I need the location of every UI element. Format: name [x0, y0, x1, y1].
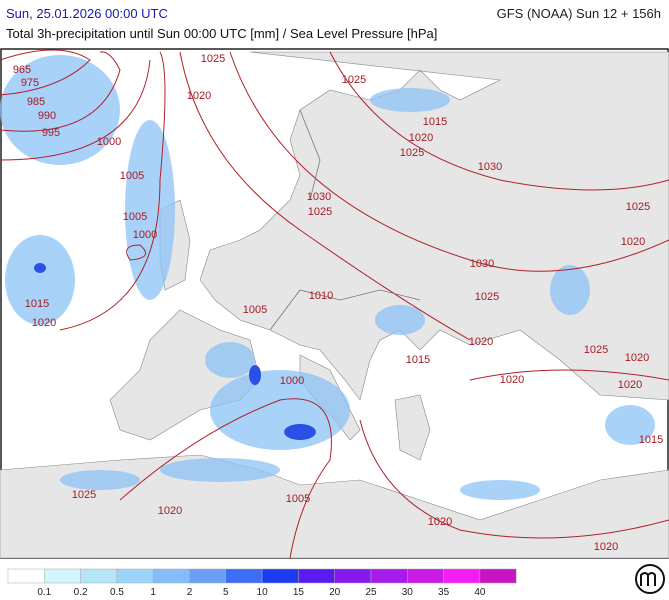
legend-swatch	[261, 568, 299, 584]
legend: 0.1 0.2 0.5 1 2 5 10 15 20 25 30 35 40	[7, 568, 517, 598]
legend-swatch	[7, 568, 45, 584]
isobar-label: 1020	[621, 236, 645, 248]
isobar-label: 1015	[25, 298, 49, 310]
isobar-label: 1015	[639, 434, 663, 446]
land	[0, 51, 669, 559]
isobar-label: 1000	[97, 136, 121, 148]
isobar-label: 1025	[626, 201, 650, 213]
isobar-label: 1025	[400, 147, 424, 159]
legend-swatch	[407, 568, 444, 584]
legend-label: 15	[293, 587, 305, 598]
legend-label: 0.2	[74, 587, 88, 598]
legend-swatch	[44, 568, 81, 584]
legend-swatch	[479, 568, 517, 584]
legend-label: 0.5	[110, 587, 124, 598]
legend-label: 10	[257, 587, 269, 598]
run-date: Sun, 25.01.2026 00:00 UTC	[6, 6, 168, 21]
legend-swatch	[443, 568, 481, 584]
header: Sun, 25.01.2026 00:00 UTC GFS (NOAA) Sun…	[0, 0, 669, 48]
isobar-label: 1005	[120, 170, 144, 182]
isobar-label: 1020	[594, 541, 618, 553]
isobar-label: 990	[38, 110, 56, 122]
isobar-label: 965	[13, 64, 31, 76]
legend-swatch	[80, 568, 118, 584]
isobar-label: 1025	[584, 344, 608, 356]
isobar-label: 1025	[342, 74, 366, 86]
isobar-label: 1005	[243, 304, 267, 316]
isobar-label: 1020	[428, 516, 452, 528]
isobar-label: 1020	[409, 132, 433, 144]
legend-label: 1	[150, 587, 156, 598]
legend-swatch	[225, 568, 263, 584]
isobar-label: 1020	[625, 352, 649, 364]
model-info: GFS (NOAA) Sun 12 + 156h	[496, 6, 661, 21]
legend-label: 25	[365, 587, 377, 598]
isobar-label: 1005	[123, 211, 147, 223]
logo	[635, 564, 665, 594]
isobar-label: 1030	[307, 191, 331, 203]
isobar-label: 1020	[32, 317, 56, 329]
isobars	[0, 49, 669, 559]
legend-label: 30	[402, 587, 414, 598]
legend-label: 20	[329, 587, 341, 598]
legend-swatch	[334, 568, 372, 584]
isobar-label: 1030	[470, 258, 494, 270]
heavy-precipitation	[34, 263, 316, 440]
isobar-label: 985	[27, 96, 45, 108]
subtitle: Total 3h-precipitation until Sun 00:00 U…	[6, 26, 438, 41]
legend-label: 2	[187, 587, 193, 598]
isobar-label: 1020	[469, 336, 493, 348]
legend-swatch	[298, 568, 335, 584]
isobar-label: 1020	[618, 379, 642, 391]
isobar-label: 1015	[423, 116, 447, 128]
isobar-label: 1025	[201, 53, 225, 65]
legend-label: 35	[438, 587, 450, 598]
isobar-label: 1020	[187, 90, 211, 102]
isobar-label: 1025	[308, 206, 332, 218]
isobar-label: 1020	[500, 374, 524, 386]
legend-swatch	[116, 568, 154, 584]
isobar-label: 1000	[280, 375, 304, 387]
isobar-label: 1030	[478, 161, 502, 173]
isobar-label: 1005	[286, 493, 310, 505]
isobar-label: 1010	[309, 290, 333, 302]
isobar-label: 975	[21, 77, 39, 89]
legend-swatch	[152, 568, 190, 584]
isobar-label: 1020	[158, 505, 182, 517]
isobar-label: 995	[42, 127, 60, 139]
legend-label: 5	[223, 587, 229, 598]
legend-label: 0.1	[37, 587, 51, 598]
isobar-label: 1025	[475, 291, 499, 303]
isobar-label: 1025	[72, 489, 96, 501]
legend-label: 40	[474, 587, 486, 598]
borders	[269, 109, 421, 331]
isobar-label: 1000	[133, 229, 157, 241]
legend-swatch	[189, 568, 227, 584]
precipitation	[0, 55, 655, 500]
legend-swatch	[370, 568, 408, 584]
isobar-label: 1015	[406, 354, 430, 366]
